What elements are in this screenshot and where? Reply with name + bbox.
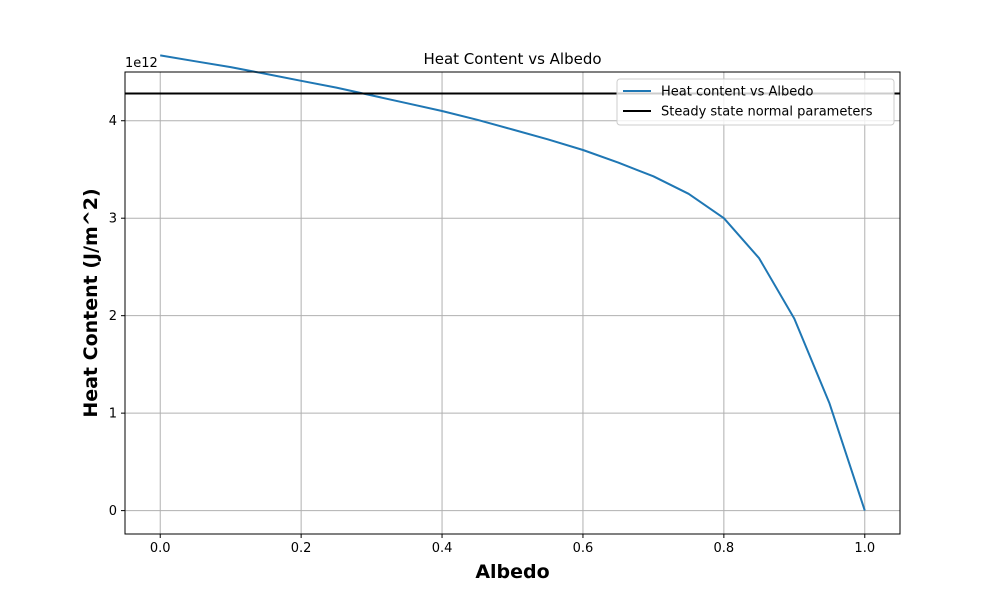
y-axis: 0 1 2 3 4 [109, 114, 125, 519]
y-tick-label: 2 [109, 309, 117, 324]
legend-box [616, 78, 895, 126]
y-tick-label: 4 [109, 114, 117, 129]
x-tick-label: 0.8 [714, 541, 735, 556]
y-tick-label: 3 [109, 212, 117, 227]
x-tick-label: 0.6 [573, 541, 594, 556]
legend-entry: Heat content vs Albedo [661, 85, 813, 100]
x-axis: 0.0 0.2 0.4 0.6 0.8 1.0 [150, 534, 875, 556]
x-axis-label: Albedo [475, 561, 549, 583]
legend: Heat content vs Albedo Steady state norma… [616, 78, 895, 126]
x-tick-label: 0.4 [432, 541, 453, 556]
chart-title: Heat Content vs Albedo [423, 50, 601, 68]
y-scale-offset-label: 1e12 [125, 56, 158, 71]
y-tick-label: 0 [109, 504, 117, 519]
x-tick-label: 0.2 [291, 541, 312, 556]
x-tick-label: 0.0 [150, 541, 171, 556]
y-tick-label: 1 [109, 407, 117, 422]
heat-content-line [160, 54, 866, 511]
x-tick-label: 1.0 [854, 541, 875, 556]
y-axis-label: Heat Content (J/m^2) [80, 188, 102, 417]
plot-frame [124, 71, 901, 535]
legend-entry: Steady state normal parameters [661, 105, 873, 120]
